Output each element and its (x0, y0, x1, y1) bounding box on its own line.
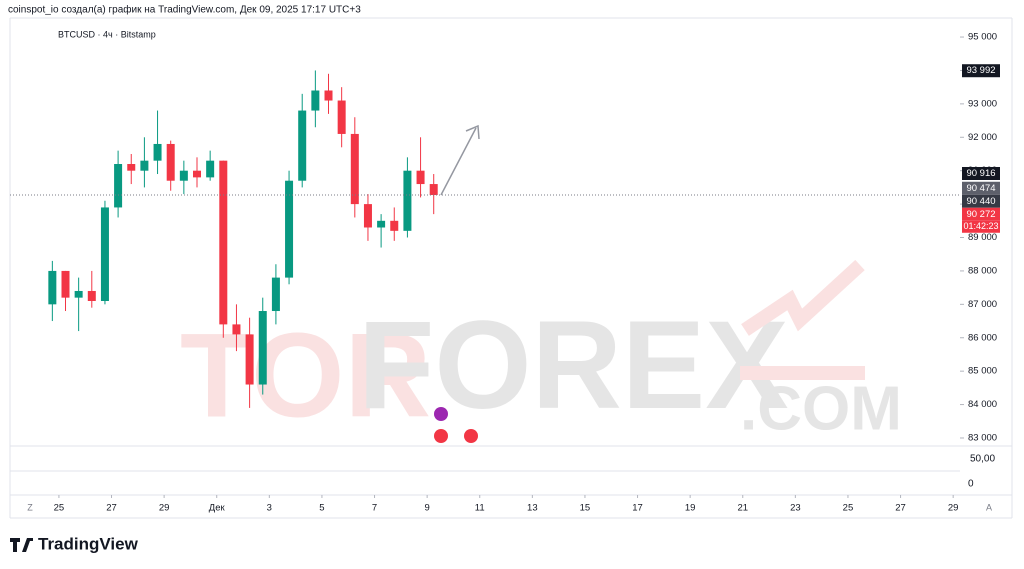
pane-label: 0 (968, 479, 974, 490)
candle-body (179, 170, 188, 181)
x-tick-label: 5 (319, 503, 324, 514)
price-label-bg (962, 181, 1000, 195)
candle-body (245, 334, 254, 385)
watermark-text: .COM (740, 374, 902, 443)
x-tick-label: 11 (475, 503, 485, 514)
pane-label: 50,00 (970, 454, 995, 465)
watermark-logo (740, 366, 865, 380)
watermark: TOR FOREX .COM (180, 259, 902, 443)
candle-body (258, 311, 267, 385)
x-tick-label: 15 (580, 503, 591, 514)
event-icon (434, 429, 448, 443)
drawing-arrow (440, 124, 480, 196)
candle-body (324, 90, 333, 101)
price-label-bg (962, 64, 1000, 78)
price-label: 90 272 (966, 209, 995, 220)
candle-body (127, 164, 136, 171)
candle-body (298, 110, 307, 181)
x-tick-label: 13 (527, 503, 538, 514)
x-tick-label: 25 (54, 503, 65, 514)
y-tick-label: 84 000 (968, 399, 997, 410)
candle-body (285, 180, 294, 278)
brand: TradingView (10, 534, 139, 553)
candle-body (100, 207, 109, 301)
candle-body (377, 220, 386, 228)
x-tick-label: 17 (632, 503, 643, 514)
candle-body (232, 324, 241, 335)
y-tick-label: 89 000 (968, 232, 997, 243)
y-tick-label: 92 000 (968, 132, 997, 143)
y-tick-label: 85 000 (968, 366, 997, 377)
y-tick-label: 93 000 (968, 98, 997, 109)
pane-icons (434, 407, 478, 443)
candle-body (61, 270, 70, 298)
x-tick-label: 3 (267, 503, 272, 514)
candle-body (87, 290, 96, 301)
candles (48, 70, 438, 408)
x-tick-label: 23 (790, 503, 801, 514)
candle-body (219, 160, 228, 325)
x-tick-label: 29 (948, 503, 959, 514)
candle-body (48, 270, 57, 305)
candle-body (271, 277, 280, 312)
button[interactable]: Z (27, 502, 33, 512)
x-tick-label: 9 (424, 503, 429, 514)
watermark-logo (741, 259, 865, 336)
price-label-bg (962, 194, 1000, 208)
candle-body (416, 170, 425, 185)
y-tick-label: 88 000 (968, 265, 997, 276)
candle-body (429, 184, 438, 196)
price-label-bg (962, 166, 1000, 180)
y-tick-label: 83 000 (968, 432, 997, 443)
brand-logo (10, 538, 33, 552)
price-label: 90 916 (966, 168, 995, 179)
y-tick-label: 87 000 (968, 299, 997, 310)
brand-name: TradingView (38, 534, 139, 553)
candle-body (311, 90, 320, 111)
price-label: 93 992 (966, 65, 995, 76)
y-tick-label: 95 000 (968, 32, 997, 43)
x-tick-label: 21 (737, 503, 748, 514)
candle-body (350, 133, 359, 205)
button[interactable]: A (986, 502, 992, 512)
candle-body (153, 143, 162, 161)
x-tick-label: 27 (106, 503, 117, 514)
price-label: 90 440 (966, 196, 995, 207)
candle-body (363, 204, 372, 228)
candle-body (337, 100, 346, 134)
candle-body (403, 170, 412, 231)
event-icon (434, 407, 448, 421)
candle-body (193, 170, 202, 178)
candle-body (74, 290, 83, 298)
y-tick-label: 86 000 (968, 332, 997, 343)
countdown-bg (962, 220, 1000, 233)
price-label-bg (962, 207, 1000, 221)
symbol: BTCUSD · 4ч · Bitstamp (58, 29, 156, 39)
x-tick-label: 29 (159, 503, 170, 514)
event-icon (464, 429, 478, 443)
x-tick-label: 27 (895, 503, 906, 514)
candle-body (390, 220, 399, 231)
x-tick-label: Дек (209, 503, 226, 514)
header: coinspot_io создал(а) график на TradingV… (8, 4, 361, 16)
candle-body (140, 160, 149, 171)
candle-body (206, 160, 215, 178)
x-tick-label: 19 (685, 503, 696, 514)
candle-body (166, 143, 175, 181)
watermark-text: FOREX (358, 296, 789, 435)
candle-body (114, 164, 123, 208)
watermark-text: TOR (180, 309, 431, 443)
x-tick-label: 25 (843, 503, 854, 514)
price-label: 90 474 (966, 183, 995, 194)
x-tick-label: 7 (372, 503, 377, 514)
countdown: 01:42:23 (963, 221, 998, 231)
